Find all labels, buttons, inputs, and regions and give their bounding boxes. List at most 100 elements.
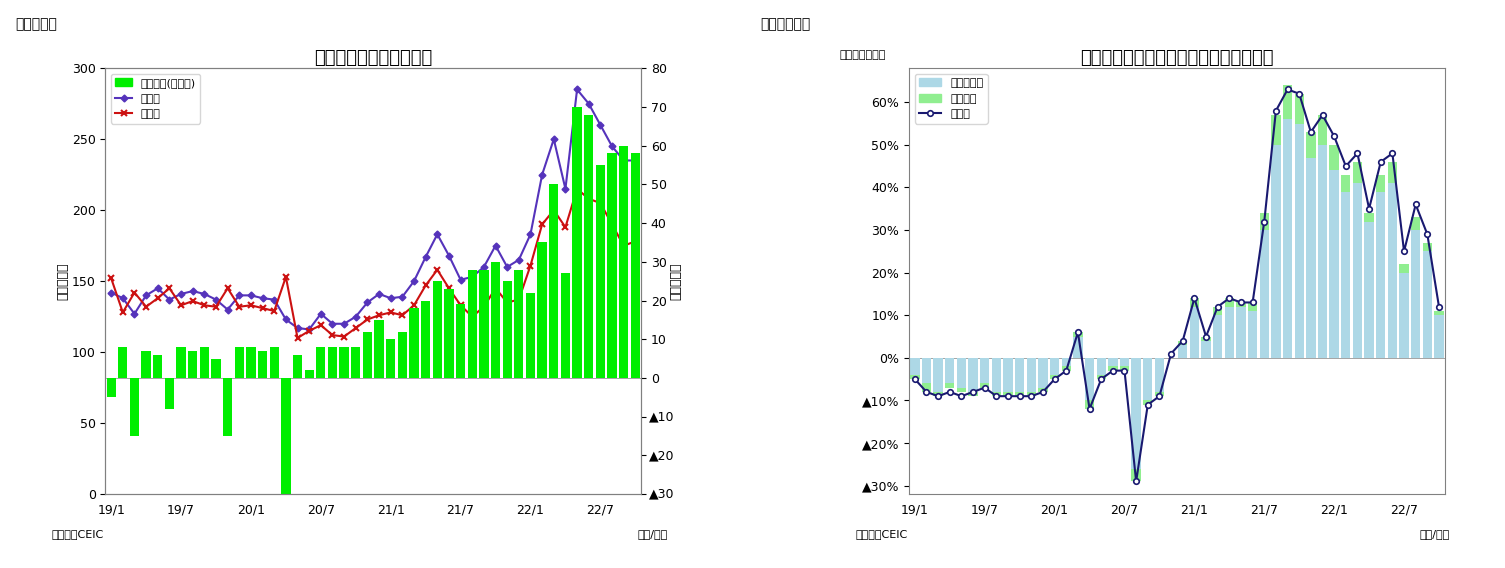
Bar [608, 153, 617, 378]
Bar [1365, 222, 1374, 358]
Bar [1190, 307, 1199, 358]
Bar [1014, 392, 1025, 396]
Bar [340, 347, 349, 378]
Bar [1038, 387, 1047, 392]
Bar [1318, 115, 1327, 145]
Bar [1097, 358, 1106, 375]
Bar [992, 358, 1001, 392]
Bar [1353, 183, 1362, 358]
Bar [188, 351, 197, 378]
Bar [933, 392, 942, 396]
Text: ▲20: ▲20 [650, 449, 674, 462]
Bar [409, 308, 418, 378]
Bar [491, 262, 500, 378]
Bar [1329, 170, 1339, 358]
Bar [281, 378, 290, 494]
Bar [1400, 264, 1409, 273]
Bar [1236, 302, 1246, 307]
Bar [1434, 311, 1443, 315]
Bar [957, 358, 966, 387]
Bar [1073, 336, 1082, 358]
Bar [1412, 230, 1421, 358]
Bar [957, 387, 966, 392]
Bar [911, 358, 920, 375]
Title: インドネシア　輸出の伸び率（品目別）: インドネシア 輸出の伸び率（品目別） [1081, 49, 1273, 66]
Bar [129, 378, 138, 436]
Bar [549, 185, 558, 378]
Y-axis label: （億ドル）: （億ドル） [56, 262, 69, 300]
Bar [328, 347, 337, 378]
Bar [107, 378, 116, 398]
Bar [1376, 191, 1386, 358]
Bar [293, 355, 303, 378]
Bar [561, 273, 570, 378]
Bar [247, 347, 256, 378]
Bar [1225, 307, 1234, 358]
Bar [1434, 315, 1443, 358]
Bar [223, 378, 232, 436]
Bar [1260, 230, 1269, 358]
Bar [1306, 157, 1315, 358]
Bar [1412, 218, 1421, 230]
Bar [1154, 358, 1163, 392]
Y-axis label: （億ドル）: （億ドル） [670, 262, 683, 300]
Legend: 貳易収支(右目盛), 輸出額, 輸入額: 貳易収支(右目盛), 輸出額, 輸入額 [111, 74, 200, 124]
Bar [456, 304, 465, 378]
Bar [992, 392, 1001, 396]
Bar [1073, 332, 1082, 336]
Bar [1038, 358, 1047, 387]
Bar [1190, 298, 1199, 307]
Text: （図表９）: （図表９） [15, 17, 57, 31]
Bar [1318, 145, 1327, 358]
Bar [1376, 174, 1386, 191]
Bar [1026, 358, 1035, 392]
Bar [945, 358, 954, 383]
Bar [200, 347, 209, 378]
Bar [164, 378, 175, 409]
Bar [1353, 162, 1362, 183]
Bar [1108, 358, 1118, 366]
Bar [257, 351, 268, 378]
Bar [933, 358, 942, 392]
Bar [572, 107, 582, 378]
Bar [515, 270, 524, 378]
Bar [1108, 366, 1118, 371]
Title: インドネシア　貿易収支: インドネシア 貿易収支 [315, 49, 432, 66]
Text: （図表１０）: （図表１０） [760, 17, 810, 31]
Bar [980, 383, 989, 387]
Bar [1144, 358, 1153, 400]
Bar [503, 281, 512, 378]
Text: （年/月）: （年/月） [1419, 529, 1451, 539]
Bar [945, 383, 954, 387]
Bar [1201, 336, 1210, 341]
Bar [387, 339, 396, 378]
Bar [980, 358, 989, 383]
Bar [619, 145, 628, 378]
Bar [1120, 366, 1129, 371]
Bar [1085, 400, 1094, 409]
Bar [596, 165, 605, 378]
Bar [1422, 251, 1431, 358]
Bar [1260, 213, 1269, 230]
Bar [1026, 392, 1035, 396]
Bar [1365, 213, 1374, 222]
Bar [1294, 94, 1303, 123]
Bar [1132, 469, 1141, 482]
Bar [1213, 315, 1222, 358]
Bar [1388, 183, 1397, 358]
Bar [1282, 85, 1293, 119]
Bar [1422, 243, 1431, 251]
Bar [211, 358, 221, 378]
Text: ▲10: ▲10 [650, 410, 674, 423]
Bar [141, 351, 150, 378]
Bar [235, 347, 244, 378]
Bar [1329, 145, 1339, 170]
Bar [584, 115, 593, 378]
Bar [351, 347, 360, 378]
Bar [1144, 400, 1153, 404]
Bar [1236, 307, 1246, 358]
Bar [176, 347, 185, 378]
Bar [1097, 375, 1106, 379]
Bar [1341, 191, 1350, 358]
Bar [923, 383, 932, 392]
